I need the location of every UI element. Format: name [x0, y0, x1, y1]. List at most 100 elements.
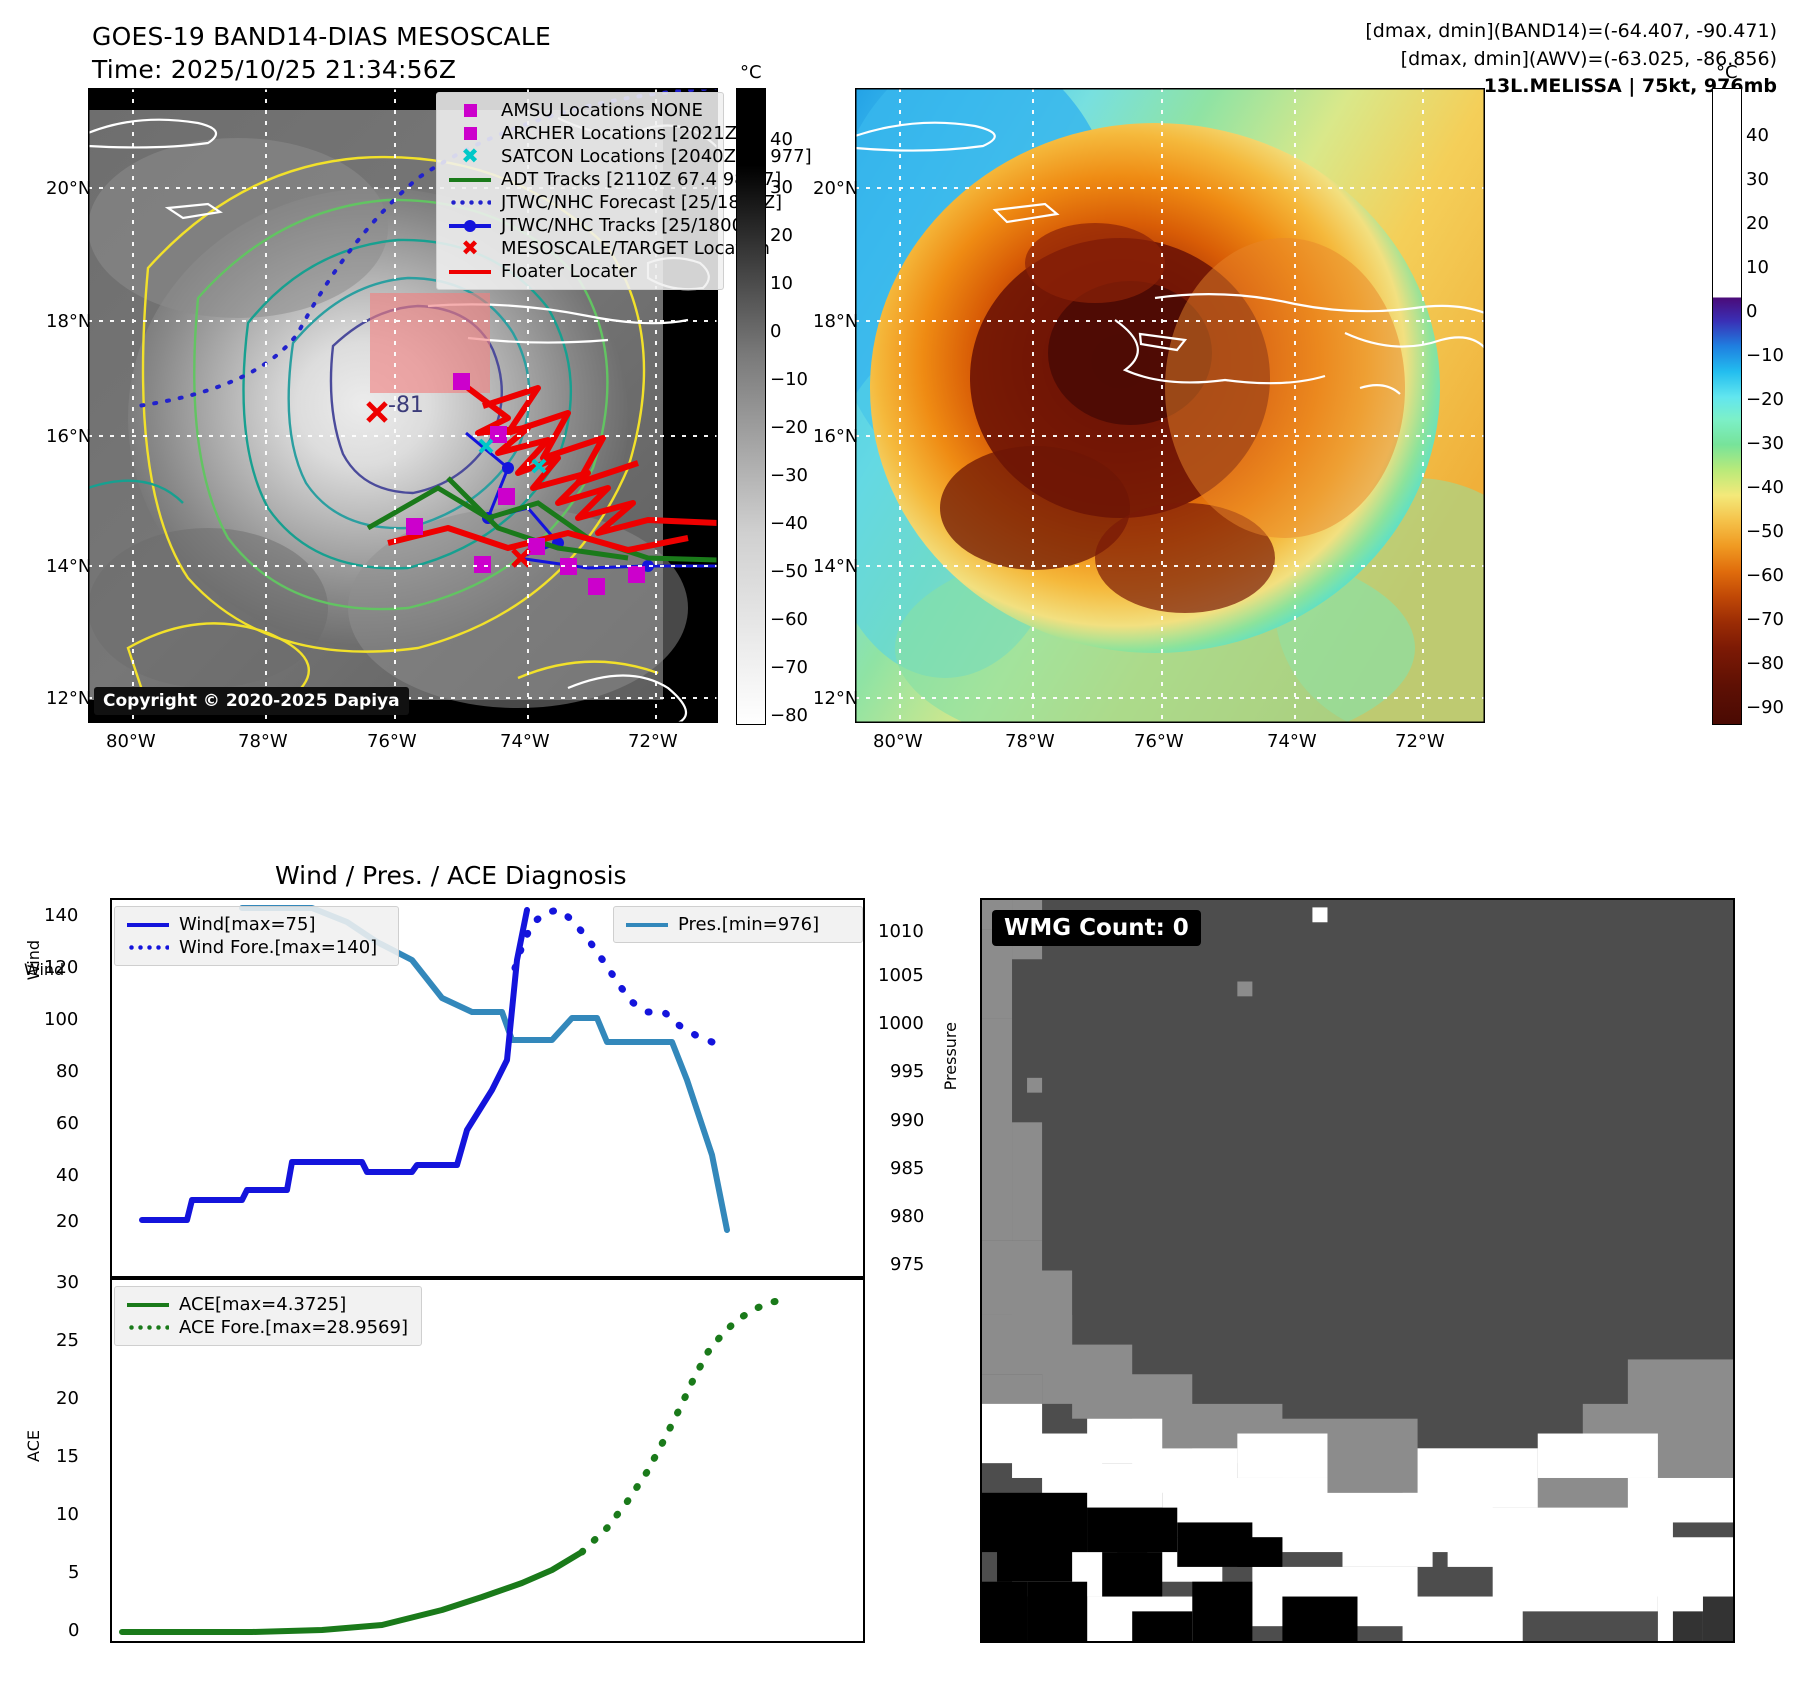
right-satellite-panel[interactable]: [855, 88, 1485, 723]
wind-legend[interactable]: Wind[max=75] Wind Fore.[max=140]: [114, 906, 399, 966]
cb-tick: 40: [1746, 125, 1769, 146]
cb-tick: −70: [1746, 609, 1784, 630]
right-lon-tick-74w: 74°W: [1267, 731, 1317, 752]
legend-item-floater-locater[interactable]: Floater Locater: [447, 260, 713, 283]
legend-label: ACE Fore.[max=28.9569]: [179, 1317, 408, 1338]
legend-item-jtwc-tracks[interactable]: JTWC/NHC Tracks [25/1800Z]: [447, 214, 762, 237]
left-colorbar-ticks: 40 30 20 10 0 −10 −20 −30 −40 −50 −60 −7…: [770, 88, 830, 726]
ace-solid-line-icon: [125, 1302, 171, 1307]
legend-item-amsu[interactable]: AMSU Locations NONE: [447, 99, 713, 122]
cb-tick: −80: [770, 705, 808, 726]
contour-value-label: -81: [388, 393, 424, 418]
ir-enhanced-image: [855, 88, 1485, 723]
cb-tick: −50: [1746, 521, 1784, 542]
title-line-1: GOES-19 BAND14-DIAS MESOSCALE: [92, 22, 551, 51]
adt-line-icon: [447, 177, 493, 182]
right-lon-tick-76w: 76°W: [1134, 731, 1184, 752]
legend-item-jtwc-forecast[interactable]: JTWC/NHC Forecast [25/1800Z]: [447, 191, 782, 214]
cb-tick: −30: [1746, 433, 1784, 454]
legend-label: ADT Tracks [2110Z 67.4 980.7]: [501, 169, 782, 190]
forecast-dotted-line-icon: [447, 200, 493, 205]
right-colorbar-unit: °C: [1716, 62, 1738, 83]
wind-tick-140: 140: [44, 905, 79, 926]
pressure-legend-item[interactable]: Pres.[min=976]: [624, 913, 852, 936]
legend-label: SATCON Locations [2040Z 68 977]: [501, 146, 812, 167]
stats-header: [dmax, dmin](BAND14)=(-64.407, -90.471) …: [1077, 18, 1777, 101]
right-colorbar: [1712, 88, 1742, 725]
left-lon-tick-72w: 72°W: [628, 731, 678, 752]
cb-tick: 40: [770, 129, 793, 150]
wind-tick-80: 80: [56, 1061, 79, 1082]
ace-tick-30: 30: [56, 1272, 79, 1293]
right-lon-tick-78w: 78°W: [1005, 731, 1055, 752]
cb-tick: −80: [1746, 653, 1784, 674]
ace-tick-0: 0: [68, 1620, 80, 1641]
cb-tick: −90: [1746, 697, 1784, 718]
pres-tick-995: 995: [890, 1061, 925, 1082]
wind-tick-60: 60: [56, 1113, 79, 1134]
wind-dotted-line-icon: [125, 945, 171, 950]
amsu-marker-icon: [447, 104, 493, 117]
stat-band14-range: [dmax, dmin](BAND14)=(-64.407, -90.471): [1365, 20, 1777, 42]
ace-tick-25: 25: [56, 1330, 79, 1351]
left-lat-tick-20n: 20°N: [46, 178, 92, 199]
right-lon-tick-72w: 72°W: [1395, 731, 1445, 752]
left-lon-tick-78w: 78°W: [238, 731, 288, 752]
legend-label: AMSU Locations NONE: [501, 100, 703, 121]
mesoscale-x-icon: ✖: [461, 236, 479, 260]
cb-tick: 10: [1746, 257, 1769, 278]
cb-tick: 20: [770, 225, 793, 246]
wind-tick-100: 100: [44, 1009, 79, 1030]
pressure-legend[interactable]: Pres.[min=976]: [613, 906, 863, 943]
right-lat-tick-12n: 12°N: [813, 688, 859, 709]
wmg-panel[interactable]: WMG Count: 0: [980, 898, 1735, 1643]
ace-legend-item-forecast[interactable]: ACE Fore.[max=28.9569]: [125, 1316, 411, 1339]
cb-tick: 0: [770, 321, 782, 342]
cb-tick: −50: [770, 561, 808, 582]
wind-tick-40: 40: [56, 1165, 79, 1186]
ace-tick-10: 10: [56, 1504, 79, 1525]
wmg-mask-image: [982, 900, 1733, 1641]
left-colorbar: [736, 88, 766, 725]
pres-tick-1000: 1000: [878, 1013, 924, 1034]
pres-tick-985: 985: [890, 1158, 925, 1179]
ace-legend[interactable]: ACE[max=4.3725] ACE Fore.[max=28.9569]: [114, 1286, 422, 1346]
ace-axis-title: ACE: [24, 1430, 43, 1462]
legend-label: JTWC/NHC Forecast [25/1800Z]: [501, 192, 783, 213]
pressure-solid-line-icon: [624, 922, 670, 927]
wind-tick-20: 20: [56, 1211, 79, 1232]
legend-item-archer[interactable]: ARCHER Locations [2021Z]: [447, 122, 744, 145]
wind-solid-line-icon: [125, 922, 171, 927]
legend-item-satcon[interactable]: ✖ SATCON Locations [2040Z 68 977]: [447, 145, 811, 168]
ace-tick-20: 20: [56, 1388, 79, 1409]
cb-tick: −60: [770, 609, 808, 630]
diagnosis-title: Wind / Pres. / ACE Diagnosis: [275, 861, 627, 890]
cb-tick: −60: [1746, 565, 1784, 586]
legend-label: JTWC/NHC Tracks [25/1800Z]: [501, 215, 763, 236]
left-lat-tick-14n: 14°N: [46, 556, 92, 577]
cb-tick: 30: [770, 177, 793, 198]
cb-tick: 0: [1746, 301, 1758, 322]
ace-tick-5: 5: [68, 1562, 80, 1583]
cb-tick: −10: [1746, 345, 1784, 366]
stat-awv-range: [dmax, dmin](AWV)=(-63.025, -86.856): [1400, 47, 1777, 70]
ace-series: [119, 1296, 788, 1635]
cb-tick: −40: [770, 513, 808, 534]
wind-legend-item-forecast[interactable]: Wind Fore.[max=140]: [125, 936, 388, 959]
left-lon-tick-80w: 80°W: [106, 731, 156, 752]
wind-pressure-plot[interactable]: [110, 898, 865, 1278]
right-lon-tick-80w: 80°W: [873, 731, 923, 752]
legend-item-mesoscale-target[interactable]: ✖ MESOSCALE/TARGET Location: [447, 236, 770, 260]
legend-item-adt-tracks[interactable]: ADT Tracks [2110Z 67.4 980.7]: [447, 168, 781, 191]
cb-tick: −70: [770, 657, 808, 678]
map-legend[interactable]: AMSU Locations NONE ARCHER Locations [20…: [436, 92, 812, 290]
right-lat-tick-14n: 14°N: [813, 556, 859, 577]
cb-tick: −40: [1746, 477, 1784, 498]
ace-plot[interactable]: [110, 1278, 865, 1643]
left-lon-tick-74w: 74°W: [500, 731, 550, 752]
legend-label: Wind Fore.[max=140]: [179, 937, 378, 958]
wind-legend-item-observed[interactable]: Wind[max=75]: [125, 913, 388, 936]
cb-tick: −30: [770, 465, 808, 486]
ace-legend-item-observed[interactable]: ACE[max=4.3725]: [125, 1293, 411, 1316]
legend-label: Pres.[min=976]: [678, 914, 820, 935]
